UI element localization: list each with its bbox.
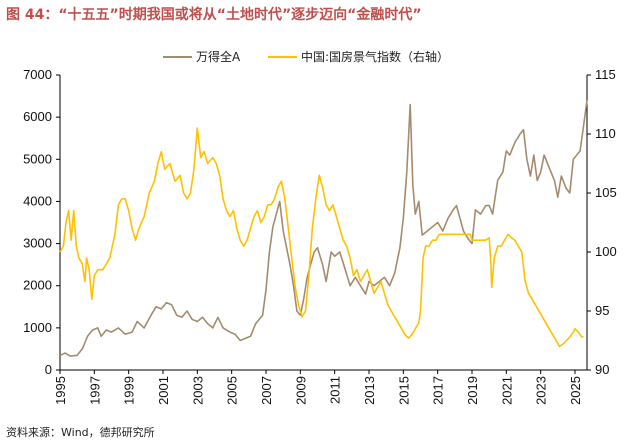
legend-label-wind-a: 万得全A — [196, 49, 241, 64]
source-note: 资料来源：Wind，德邦研究所 — [6, 426, 155, 439]
x-tick-label: 2021 — [499, 376, 514, 405]
axes: 0 1000 2000 3000 4000 5000 6000 7000 90 95 100 105 1… — [23, 67, 617, 405]
x-tick-label: 2017 — [431, 376, 446, 405]
y-right-tick-label: 100 — [595, 244, 617, 259]
legend-label-climate: 中国:国房景气指数（右轴） — [301, 49, 449, 64]
y-left-tick-label: 3000 — [23, 236, 52, 251]
y-left-tick-label: 6000 — [23, 109, 52, 124]
x-tick-label: 2001 — [156, 376, 171, 405]
x-tick-label: 1997 — [87, 376, 102, 405]
legend: 万得全A 中国:国房景气指数（右轴） — [163, 49, 449, 64]
y-left-tick-label: 7000 — [23, 67, 52, 82]
y-left-tick-label: 2000 — [23, 278, 52, 293]
figure-title: 图 44：“十五五”时期我国或将从“土地时代”逐步迈向“金融时代” — [6, 7, 422, 23]
y-right-tick-label: 90 — [595, 362, 609, 377]
x-tick-label: 2009 — [293, 376, 308, 405]
series-group — [59, 100, 588, 357]
x-tick-label: 2007 — [259, 376, 274, 405]
x-tick-label: 1995 — [53, 376, 68, 405]
series-line-climate-index — [59, 127, 584, 348]
x-tick-label: 2003 — [190, 376, 205, 405]
x-tick-label: 2011 — [328, 376, 343, 404]
y-right-tick-label: 115 — [595, 67, 616, 82]
x-tick-label: 2019 — [465, 376, 480, 405]
x-tick-label: 2013 — [362, 376, 377, 405]
y-right-tick-label: 105 — [595, 185, 617, 200]
x-tick-label: 2005 — [225, 376, 240, 405]
x-tick-label: 2015 — [396, 376, 411, 405]
y-left-tick-label: 4000 — [23, 193, 52, 208]
y-right-tick-label: 110 — [595, 126, 616, 141]
y-left-tick-label: 0 — [45, 362, 52, 377]
y-right-tick-label: 95 — [595, 303, 609, 318]
x-tick-label: 2025 — [568, 376, 583, 405]
y-left-tick-label: 1000 — [23, 320, 52, 335]
series-line-wind-a — [59, 100, 588, 357]
x-tick-label: 1999 — [122, 376, 137, 405]
y-left-tick-label: 5000 — [23, 151, 52, 166]
x-tick-label: 2023 — [534, 376, 549, 405]
